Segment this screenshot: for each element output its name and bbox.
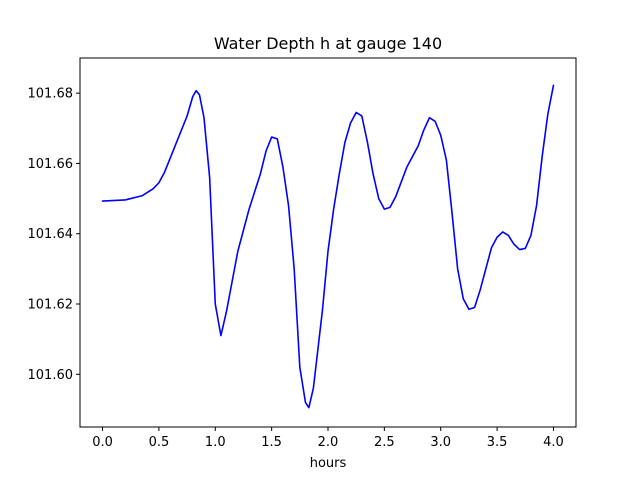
- y-tick-label: 101.62: [28, 298, 74, 313]
- y-axis: 101.60 101.62 101.64 101.66 101.68: [28, 87, 80, 383]
- chart-title: Water Depth h at gauge 140: [214, 34, 442, 53]
- y-tick-label: 101.66: [28, 157, 74, 172]
- x-tick-label: 2.5: [374, 435, 395, 450]
- x-axis: 0.0 0.5 1.0 1.5 2.0 2.5 3.0 3.5 4.0: [92, 427, 564, 450]
- x-tick-label: 0.0: [92, 435, 113, 450]
- plot-frame: [79, 57, 577, 428]
- series-layer: [101, 84, 555, 409]
- series-line-0: [101, 84, 555, 409]
- y-tick-label: 101.64: [28, 227, 74, 242]
- x-axis-label: hours: [310, 456, 347, 471]
- x-tick-label: 1.0: [205, 435, 226, 450]
- y-tick-label: 101.68: [28, 87, 74, 102]
- x-tick-label: 1.5: [261, 435, 282, 450]
- y-tick-label: 101.60: [28, 368, 74, 383]
- x-tick-label: 4.0: [543, 435, 564, 450]
- x-tick-label: 3.5: [487, 435, 508, 450]
- x-tick-label: 2.0: [318, 435, 339, 450]
- x-tick-label: 3.0: [430, 435, 451, 450]
- x-tick-label: 0.5: [149, 435, 170, 450]
